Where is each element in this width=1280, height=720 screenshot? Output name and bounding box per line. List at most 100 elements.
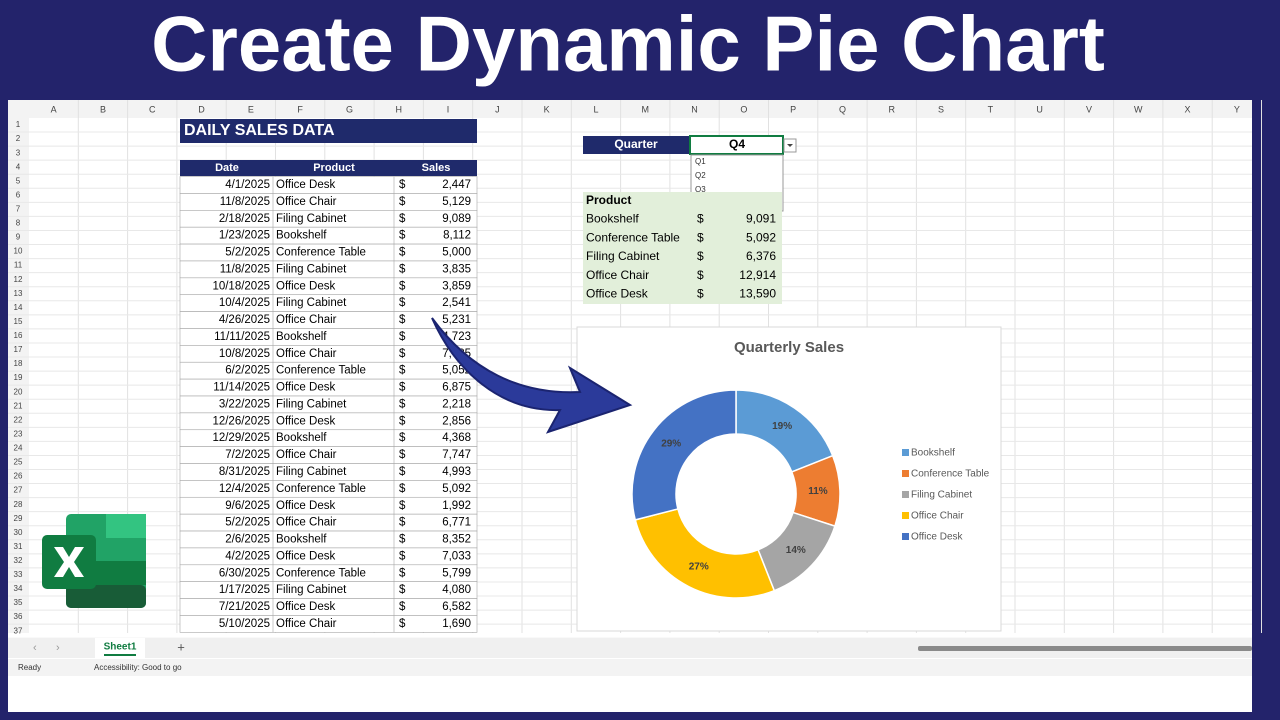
content: DAILY SALES DATA Date Product Sales 4/1/2025… bbox=[179, 119, 797, 633]
currency-cell: $ bbox=[399, 567, 406, 579]
legend-label: Office Chair bbox=[911, 511, 964, 522]
selector-value: Q4 bbox=[729, 137, 745, 151]
currency-cell: $ bbox=[399, 314, 406, 326]
selector-label: Quarter bbox=[614, 137, 658, 151]
nav-arrow[interactable]: › bbox=[56, 642, 60, 654]
sales-cell: 4,368 bbox=[442, 432, 471, 444]
column-header: D bbox=[198, 104, 205, 114]
sales-cell: 2,856 bbox=[442, 415, 471, 427]
sheet-tab[interactable]: Sheet1 bbox=[104, 642, 137, 653]
column-header: N bbox=[691, 104, 698, 114]
nav-arrow[interactable]: ‹ bbox=[33, 642, 37, 654]
currency-cell: $ bbox=[399, 415, 406, 427]
summary-product: Filing Cabinet bbox=[586, 249, 660, 263]
currency-cell: $ bbox=[399, 584, 406, 596]
row-header: 37 bbox=[14, 626, 23, 635]
add-sheet[interactable]: + bbox=[177, 639, 185, 654]
date-cell: 12/26/2025 bbox=[212, 415, 270, 427]
product-cell: Bookshelf bbox=[276, 331, 327, 343]
product-cell: Filing Cabinet bbox=[276, 466, 347, 478]
column-header: O bbox=[740, 104, 747, 114]
currency-cell: $ bbox=[399, 196, 406, 208]
sales-cell: 1,992 bbox=[442, 500, 471, 512]
row-header: 9 bbox=[16, 233, 21, 242]
column-header-bar bbox=[8, 100, 1252, 118]
column-header: V bbox=[1086, 104, 1092, 114]
product-cell: Office Chair bbox=[276, 348, 337, 360]
column-header: F bbox=[297, 104, 303, 114]
sales-cell: 6,582 bbox=[442, 601, 471, 613]
row-header: 36 bbox=[14, 612, 23, 621]
slice-label: 19% bbox=[772, 421, 792, 432]
row-header: 20 bbox=[14, 387, 23, 396]
row-header: 2 bbox=[16, 134, 21, 143]
currency-cell: $ bbox=[399, 297, 406, 309]
date-cell: 4/2/2025 bbox=[225, 550, 270, 562]
row-header: 3 bbox=[16, 148, 21, 157]
sales-cell: 4,993 bbox=[442, 466, 471, 478]
legend-label: Bookshelf bbox=[911, 448, 955, 459]
date-cell: 5/2/2025 bbox=[225, 247, 270, 259]
currency-cell: $ bbox=[399, 382, 406, 394]
date-cell: 4/1/2025 bbox=[225, 179, 270, 191]
summary-product: Conference Table bbox=[586, 230, 680, 244]
date-cell: 9/6/2025 bbox=[225, 500, 270, 512]
summary-value: 9,091 bbox=[746, 212, 776, 226]
date-cell: 5/10/2025 bbox=[219, 618, 270, 630]
row-header: 28 bbox=[14, 500, 23, 509]
slice-label: 27% bbox=[689, 562, 709, 573]
table-row bbox=[179, 615, 478, 633]
currency-cell: $ bbox=[399, 618, 406, 630]
row-header: 4 bbox=[16, 162, 21, 171]
currency-cell: $ bbox=[399, 213, 406, 225]
row-header: 29 bbox=[14, 514, 23, 523]
row-header: 30 bbox=[14, 528, 23, 537]
slice-label: 29% bbox=[661, 438, 681, 449]
date-cell: 6/30/2025 bbox=[219, 567, 270, 579]
column-header: X bbox=[1185, 104, 1191, 114]
row-header: 23 bbox=[14, 429, 23, 438]
sales-cell: 6,875 bbox=[442, 382, 471, 394]
dropdown-option[interactable]: Q2 bbox=[695, 171, 706, 180]
row-header: 12 bbox=[14, 275, 23, 284]
excel-logo bbox=[42, 514, 146, 608]
column-header: L bbox=[593, 104, 598, 114]
product-cell: Office Desk bbox=[276, 500, 335, 512]
date-cell: 6/2/2025 bbox=[225, 365, 270, 377]
product-cell: Office Chair bbox=[276, 517, 337, 529]
table-header: Sales bbox=[422, 162, 451, 174]
row-header: 34 bbox=[14, 584, 23, 593]
summary-header: Product bbox=[586, 193, 631, 207]
column-header: J bbox=[495, 104, 500, 114]
selector-cell[interactable] bbox=[689, 135, 784, 155]
column-header: R bbox=[889, 104, 896, 114]
currency-cell: $ bbox=[399, 230, 406, 242]
summary-value: 13,590 bbox=[739, 286, 776, 300]
product-cell: Filing Cabinet bbox=[276, 584, 347, 596]
currency-cell: $ bbox=[399, 398, 406, 410]
product-cell: Office Chair bbox=[276, 618, 337, 630]
slice-label: 14% bbox=[786, 545, 806, 556]
product-cell: Filing Cabinet bbox=[276, 398, 347, 410]
dropdown-option[interactable]: Q1 bbox=[695, 157, 706, 166]
donut-slice bbox=[631, 389, 737, 521]
sales-cell: 9,089 bbox=[442, 213, 471, 225]
column-header: K bbox=[544, 104, 550, 114]
currency-cell: $ bbox=[399, 331, 406, 343]
date-cell: 4/26/2025 bbox=[219, 314, 270, 326]
currency-cell: $ bbox=[399, 550, 406, 562]
sales-cell: 8,352 bbox=[442, 534, 471, 546]
column-header: E bbox=[248, 104, 254, 114]
h-scrollbar[interactable] bbox=[918, 646, 1252, 651]
column-header: Y bbox=[1234, 104, 1240, 114]
column-header: C bbox=[149, 104, 156, 114]
legend-swatch bbox=[902, 470, 909, 477]
dropdown-option[interactable]: Q3 bbox=[695, 185, 706, 194]
legend-label: Conference Table bbox=[911, 469, 990, 480]
summary-currency: $ bbox=[697, 230, 704, 244]
legend-swatch bbox=[902, 533, 909, 540]
row-header: 7 bbox=[16, 204, 21, 213]
donut-slice bbox=[634, 508, 776, 599]
logo-cell bbox=[106, 514, 146, 538]
column-header: A bbox=[51, 104, 57, 114]
